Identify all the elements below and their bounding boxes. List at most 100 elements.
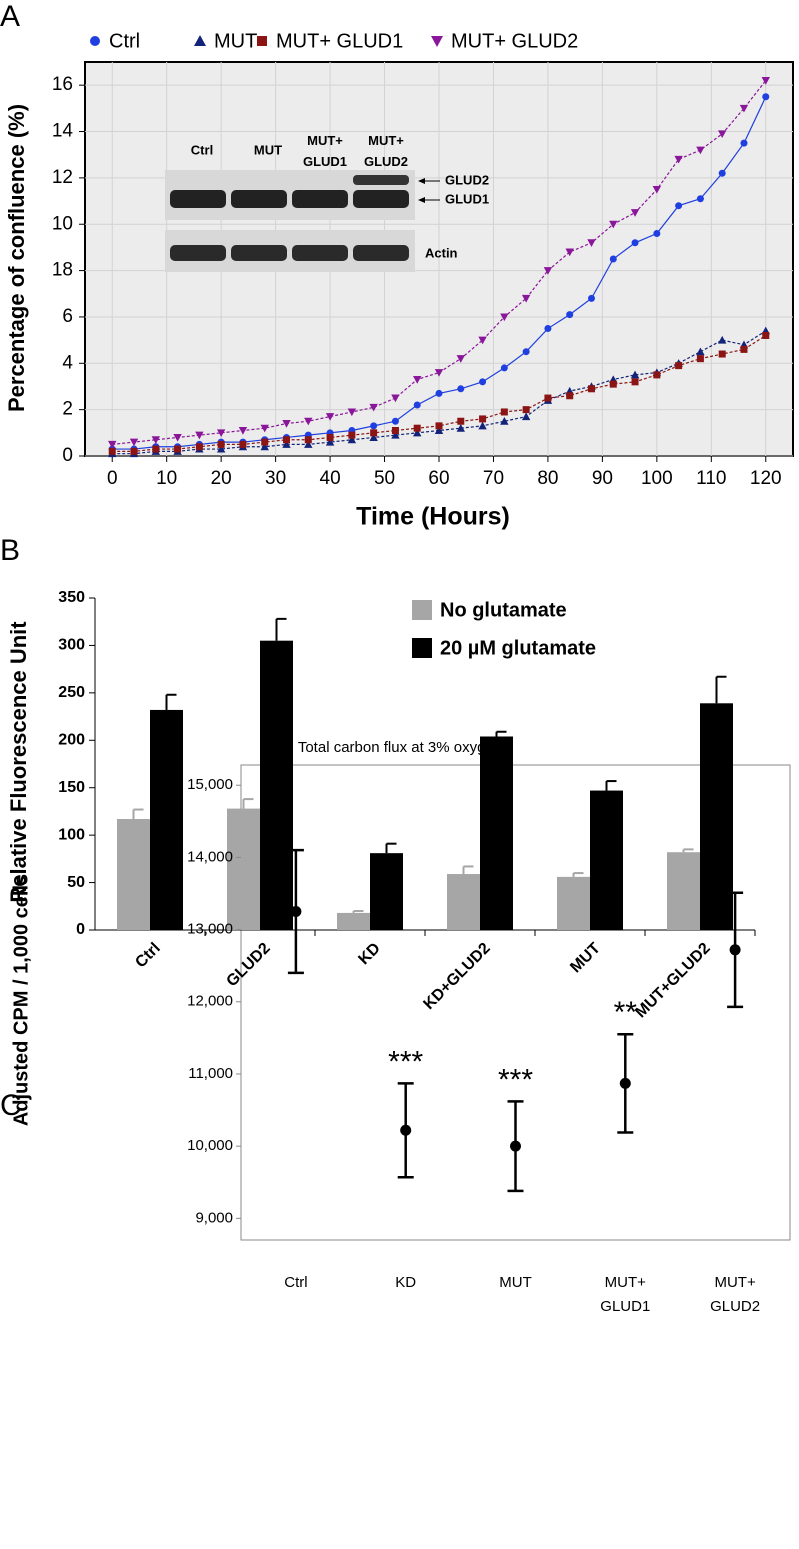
marker (566, 392, 574, 400)
band (231, 190, 287, 208)
point (400, 1124, 412, 1136)
x-tick-label: 10 (156, 468, 177, 489)
marker (718, 335, 727, 344)
y-tick-label: 150 (58, 779, 85, 796)
band (170, 190, 226, 208)
marker (653, 371, 661, 379)
panel-label: C (0, 1089, 22, 1122)
y-tick-label: 250 (58, 684, 85, 701)
marker (413, 424, 421, 432)
marker (718, 350, 726, 358)
bar (667, 852, 700, 930)
marker (370, 429, 378, 437)
marker (740, 345, 748, 353)
marker (195, 431, 204, 440)
y-tick-label: 9,000 (195, 1209, 233, 1226)
bar (150, 709, 183, 930)
marker (391, 417, 399, 425)
marker (434, 426, 444, 435)
marker (413, 376, 422, 384)
y-tick-label: 300 (58, 637, 85, 654)
bar (227, 808, 260, 930)
y-axis-label: Adjusted CPM / 1,000 cells (10, 874, 32, 1126)
marker (238, 427, 248, 435)
marker (674, 155, 683, 164)
marker (478, 421, 487, 430)
band (231, 245, 287, 261)
y-tick-label: 0 (76, 921, 85, 938)
marker (195, 443, 203, 451)
legend-swatch (412, 638, 432, 658)
marker (413, 428, 422, 437)
x-tick-label: MUT+GLUD2 (710, 1274, 760, 1315)
marker (283, 436, 291, 444)
marker (130, 447, 138, 455)
marker (740, 139, 748, 147)
point (729, 944, 741, 956)
marker (761, 77, 770, 85)
marker (152, 445, 160, 453)
error-bar (275, 617, 287, 641)
marker (325, 413, 335, 421)
x-tick-label: 40 (320, 468, 341, 489)
bar (590, 790, 623, 930)
error-bar (682, 848, 694, 853)
error-bar (715, 675, 727, 704)
x-tick-label: 0 (107, 468, 118, 489)
bar (370, 853, 403, 930)
marker (260, 424, 269, 433)
x-tick-label: 110 (696, 468, 726, 489)
error-bar (462, 865, 474, 875)
bar (480, 736, 513, 930)
significance: *** (388, 1045, 423, 1078)
marker (108, 440, 117, 449)
marker (630, 370, 640, 379)
band (170, 245, 226, 261)
marker (261, 438, 269, 446)
marker (566, 311, 574, 319)
marker (587, 294, 595, 302)
y-tick-label: 350 (58, 589, 85, 606)
error-bar (132, 808, 144, 820)
y-tick-label: 4 (62, 352, 73, 373)
marker (194, 35, 206, 46)
y-tick-label: 200 (58, 732, 85, 749)
marker (521, 412, 531, 421)
legend-label: MUT+ GLUD1 (276, 30, 403, 52)
marker (391, 394, 400, 403)
marker (479, 378, 487, 386)
bar (447, 874, 480, 930)
legend-label: MUT+ GLUD2 (451, 30, 578, 52)
marker (370, 422, 378, 430)
lane-label: MUT (254, 142, 282, 157)
error-bar (605, 780, 617, 791)
point (510, 1140, 521, 1152)
band (353, 175, 409, 185)
x-axis-label: Time (Hours) (356, 503, 510, 531)
y-tick-label: 14,000 (187, 848, 233, 865)
marker (718, 130, 727, 139)
y-tick-label: 11,000 (188, 1065, 233, 1082)
marker (631, 378, 639, 386)
y-tick-label: 50 (67, 874, 85, 891)
marker (565, 248, 574, 257)
marker (325, 437, 335, 446)
y-tick-label: 14 (52, 121, 74, 142)
marker (129, 438, 139, 447)
marker (500, 313, 509, 322)
marker (522, 348, 530, 356)
marker (434, 369, 444, 377)
marker (457, 385, 465, 393)
panel-label: A (0, 0, 20, 33)
marker (457, 417, 465, 425)
marker (739, 104, 749, 113)
x-tick-label: 70 (483, 468, 504, 489)
x-tick-label: 100 (641, 468, 673, 489)
y-tick-label: 10 (52, 213, 73, 234)
marker (478, 336, 487, 345)
x-tick-label: MUT+ GLUD1 (600, 1274, 650, 1315)
marker (609, 380, 617, 388)
x-tick-label: 90 (592, 468, 613, 489)
legend-label: MUT (214, 30, 257, 52)
marker (304, 417, 313, 426)
